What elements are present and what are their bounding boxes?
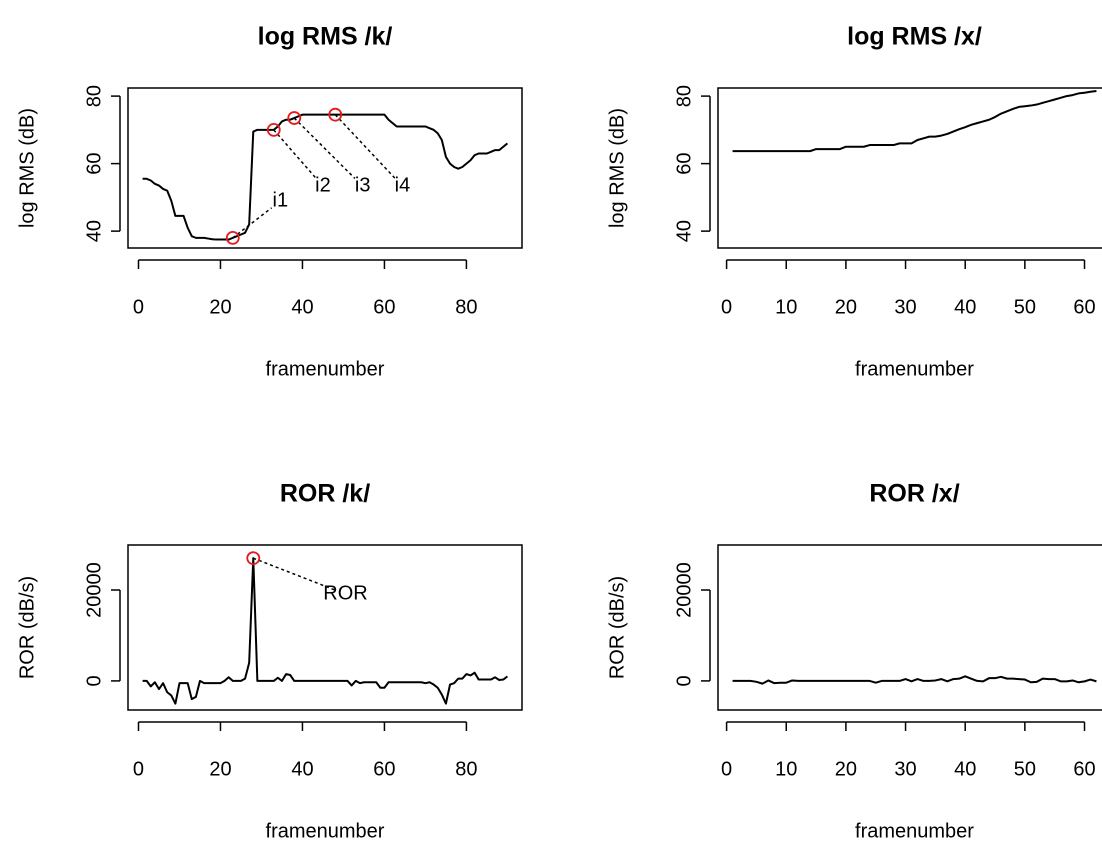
x-tick-label: 30: [894, 758, 916, 780]
y-tick-label: 0: [673, 675, 695, 686]
plot-box: [127, 87, 523, 249]
x-tick-label: 0: [721, 296, 732, 318]
x-axis-label: framenumber: [266, 820, 385, 841]
y-tick-label: 80: [83, 85, 105, 107]
x-tick-label: 20: [209, 758, 231, 780]
y-tick-label: 80: [673, 85, 695, 107]
annotation-leader: [334, 114, 396, 179]
y-tick-label: 60: [83, 152, 105, 174]
data-line: [142, 113, 509, 241]
panel: log RMS /k/0 20 40 60 80 framenumber 40 60 80 log…: [16, 23, 523, 380]
x-tick-label: 20: [209, 296, 231, 318]
x-tick-label: 40: [954, 758, 976, 780]
x-axis-label: framenumber: [266, 358, 385, 380]
y-tick-label: 20000: [83, 562, 105, 618]
annotation-label: i3: [355, 175, 371, 197]
x-tick-label: 80: [455, 296, 477, 318]
y-axis-label: log RMS (dB): [606, 108, 628, 228]
annotation-point: [225, 230, 240, 245]
annotation-point: [266, 122, 281, 137]
x-axis-label: framenumber: [855, 820, 974, 841]
x-tick-label: 60: [373, 296, 395, 318]
panel-title: ROR /x/: [869, 480, 959, 508]
y-tick-label: 40: [83, 220, 105, 242]
x-tick-label: 50: [1014, 296, 1036, 318]
x-tick-label: 0: [133, 758, 144, 780]
annotation-label: i4: [395, 175, 411, 197]
panel-title: log RMS /k/: [258, 23, 393, 51]
panel: log RMS /x/0 10 20 30 40 50 60 framenumber 40 60 8…: [606, 23, 1102, 380]
x-tick-label: 20: [835, 296, 857, 318]
y-tick-label: 0: [83, 675, 105, 686]
plot-box: [127, 544, 523, 711]
y-axis-label: ROR (dB/s): [16, 576, 38, 679]
x-axis-label: framenumber: [855, 358, 974, 380]
y-axis-label: ROR (dB/s): [606, 576, 628, 679]
panel-title: ROR /k/: [280, 480, 370, 508]
x-tick-label: 40: [954, 296, 976, 318]
y-tick-label: 40: [673, 220, 695, 242]
annotation-point: [328, 107, 343, 122]
annotation-label: i2: [315, 175, 331, 197]
panel-title: log RMS /x/: [847, 23, 982, 51]
x-tick-label: 60: [373, 758, 395, 780]
annotation-leader: [232, 207, 273, 239]
x-tick-label: 20: [835, 758, 857, 780]
data-line: [732, 675, 1097, 685]
plot-box: [717, 544, 1102, 711]
x-tick-label: 50: [1014, 758, 1036, 780]
x-tick-label: 30: [894, 296, 916, 318]
plot-box: [717, 87, 1102, 249]
x-tick-label: 60: [1073, 296, 1095, 318]
x-tick-label: 10: [775, 296, 797, 318]
data-line: [142, 557, 509, 705]
x-tick-label: 0: [133, 296, 144, 318]
y-tick-label: 20000: [673, 562, 695, 618]
x-tick-label: 60: [1073, 758, 1095, 780]
panel: ROR /k/0 20 40 60 80 framenumber 0 20000 ROR (dB…: [16, 480, 523, 841]
annotation-leader: [293, 117, 356, 179]
annotation-label: ROR: [323, 582, 367, 604]
panel: ROR /x/0 10 20 30 40 50 60 framenumber 0 20000 ROR…: [606, 480, 1102, 841]
annotation-label: i1: [273, 189, 289, 211]
x-tick-label: 10: [775, 758, 797, 780]
x-tick-label: 40: [291, 296, 313, 318]
x-tick-label: 0: [721, 758, 732, 780]
annotation-leader: [273, 129, 317, 179]
data-line: [732, 90, 1097, 153]
annotation-point: [246, 551, 261, 566]
annotation-point: [287, 111, 302, 125]
y-axis-label: log RMS (dB): [16, 108, 38, 228]
annotation-leader: [252, 557, 336, 591]
x-tick-label: 80: [455, 758, 477, 780]
y-tick-label: 60: [673, 152, 695, 174]
x-tick-label: 40: [291, 758, 313, 780]
